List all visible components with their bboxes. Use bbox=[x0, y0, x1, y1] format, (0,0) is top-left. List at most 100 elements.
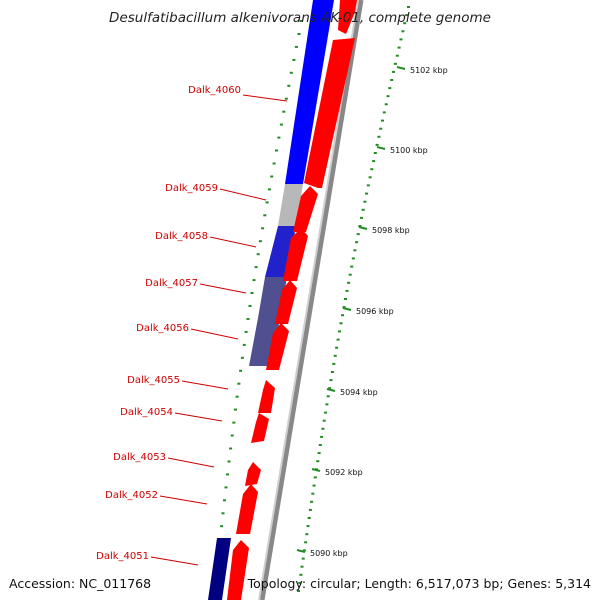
gene-arrow-4060[interactable] bbox=[304, 38, 355, 188]
inner-scale-dot bbox=[267, 188, 271, 191]
gene-arrow-4053[interactable] bbox=[245, 462, 261, 486]
outer-scale-dot bbox=[373, 152, 377, 154]
gene-label-4056[interactable]: Dalk_4056 bbox=[136, 323, 189, 334]
outer-scale-dot bbox=[325, 403, 329, 406]
outer-scale-dot bbox=[324, 411, 328, 414]
inner-scale-dot bbox=[272, 162, 276, 165]
outer-scale-dot bbox=[301, 557, 305, 560]
scale-label-5092: 5092 kbp bbox=[325, 468, 363, 477]
inner-scale-dot bbox=[234, 408, 237, 411]
outer-scale-dot bbox=[355, 241, 359, 244]
inner-scale-dot bbox=[240, 356, 244, 359]
inner-scale-dot bbox=[252, 279, 256, 282]
gene-arrow-4055[interactable] bbox=[258, 380, 275, 413]
outer-scale-dot bbox=[328, 387, 332, 390]
inner-scale-dot bbox=[270, 175, 274, 178]
inner-scale-dot bbox=[232, 421, 236, 424]
gene-arrow-4052[interactable] bbox=[236, 484, 258, 534]
outer-scale-dot bbox=[313, 476, 317, 479]
outer-scale-dot bbox=[363, 200, 367, 203]
inner-scale-dot bbox=[294, 45, 298, 48]
gene-label-4060[interactable]: Dalk_4060 bbox=[188, 85, 241, 96]
outer-scale-dot bbox=[310, 500, 314, 503]
outer-scale-dot bbox=[300, 565, 304, 568]
outer-scale-dot bbox=[322, 419, 326, 422]
outer-scale-dot bbox=[348, 273, 352, 276]
outer-scale-dot bbox=[372, 160, 376, 163]
outer-scale-dot bbox=[397, 46, 401, 49]
outer-scale bbox=[297, 6, 410, 592]
gene-feature-4060[interactable] bbox=[285, 0, 334, 184]
outer-scale-dot bbox=[350, 265, 354, 268]
outer-scale-dot bbox=[360, 216, 363, 219]
inner-scale-dot bbox=[279, 123, 283, 126]
outer-scale-dot bbox=[307, 517, 311, 519]
inner-scale-dot bbox=[242, 343, 246, 346]
gene-feature-4051[interactable] bbox=[208, 538, 231, 600]
gene-label-4059[interactable]: Dalk_4059 bbox=[165, 183, 218, 194]
inner-scale-dot bbox=[258, 240, 262, 243]
accession-text: Accession: NC_011768 bbox=[9, 576, 152, 591]
gene-arrow-4051[interactable] bbox=[227, 540, 249, 600]
inner-scale-dot bbox=[292, 58, 296, 61]
outer-scale-dot bbox=[382, 111, 386, 114]
inner-scale-dot bbox=[277, 136, 281, 139]
inner-scale-dot bbox=[246, 318, 250, 320]
inner-scale-dot bbox=[220, 525, 224, 528]
outer-scale-dot bbox=[407, 6, 410, 8]
gene-arrow-4054[interactable] bbox=[251, 413, 269, 443]
gene-arrow-4057[interactable] bbox=[275, 280, 297, 324]
outer-scale-dot bbox=[405, 14, 409, 17]
inner-scale-dot bbox=[261, 227, 265, 230]
backbone-shadow bbox=[259, 0, 364, 600]
outer-scale-dot bbox=[347, 281, 351, 284]
outer-scale-dot bbox=[329, 379, 333, 382]
inner-scale-dot bbox=[263, 214, 267, 217]
inner-scale-dot bbox=[221, 512, 225, 515]
gene-arrow-a[interactable] bbox=[338, 0, 357, 34]
inner-scale-dot bbox=[227, 460, 231, 463]
gene-label-4055[interactable]: Dalk_4055 bbox=[127, 375, 180, 386]
gene-arrow-4056[interactable] bbox=[266, 323, 289, 370]
outer-scale-dot bbox=[318, 444, 322, 446]
outer-scale-dot bbox=[297, 590, 300, 592]
outer-scale-dot bbox=[390, 79, 394, 81]
gene-label-4052[interactable]: Dalk_4052 bbox=[105, 490, 158, 501]
inner-scale-dot bbox=[237, 382, 241, 385]
scale-label-5096: 5096 kbp bbox=[356, 307, 394, 316]
outer-scale-dot bbox=[356, 233, 360, 236]
gene-label-4057[interactable]: Dalk_4057 bbox=[145, 278, 198, 289]
outer-scale-dot bbox=[342, 306, 346, 309]
outer-scale-dot bbox=[379, 127, 383, 130]
outer-scale-dot bbox=[370, 168, 374, 171]
outer-scale-dot bbox=[353, 249, 357, 252]
gene-label-4058[interactable]: Dalk_4058 bbox=[155, 231, 208, 242]
outer-scale-dot bbox=[298, 581, 302, 584]
outer-scale-dot bbox=[341, 314, 344, 317]
outer-scale-dot bbox=[401, 30, 405, 33]
outer-scale-dot bbox=[365, 192, 369, 195]
gene-labels: Dalk_4060 Dalk_4059 Dalk_4058 Dalk_4057 … bbox=[96, 85, 288, 566]
outer-scale-dot bbox=[299, 573, 303, 576]
outer-scale-dot bbox=[308, 508, 312, 511]
outer-scale-dot bbox=[330, 371, 334, 373]
gene-label-4051[interactable]: Dalk_4051 bbox=[96, 551, 149, 562]
scale-labels: 5102 kbp 5100 kbp 5098 kbp 5096 kbp 5094… bbox=[296, 66, 448, 558]
gene-label-4054[interactable]: Dalk_4054 bbox=[120, 407, 173, 418]
inner-scale-dot bbox=[224, 486, 228, 489]
genome-title: Desulfatibacillum alkenivorans AK-01, co… bbox=[109, 10, 491, 26]
inner-scale-dot bbox=[297, 33, 301, 35]
gene-label-4053[interactable]: Dalk_4053 bbox=[113, 452, 166, 463]
forward-strand bbox=[227, 0, 357, 600]
outer-scale-dot bbox=[317, 452, 321, 455]
outer-scale-dot bbox=[395, 54, 399, 57]
outer-scale-dot bbox=[338, 330, 341, 333]
outer-scale-dot bbox=[384, 103, 388, 106]
gene-arrow-4059[interactable] bbox=[293, 186, 318, 232]
gene-arrow-4058[interactable] bbox=[283, 228, 308, 281]
inner-scale-dot bbox=[254, 266, 258, 269]
topology-text: Topology: circular; Length: 6,517,073 bp… bbox=[247, 576, 591, 591]
outer-scale-dot bbox=[381, 119, 384, 122]
inner-scale-dot bbox=[250, 292, 254, 294]
